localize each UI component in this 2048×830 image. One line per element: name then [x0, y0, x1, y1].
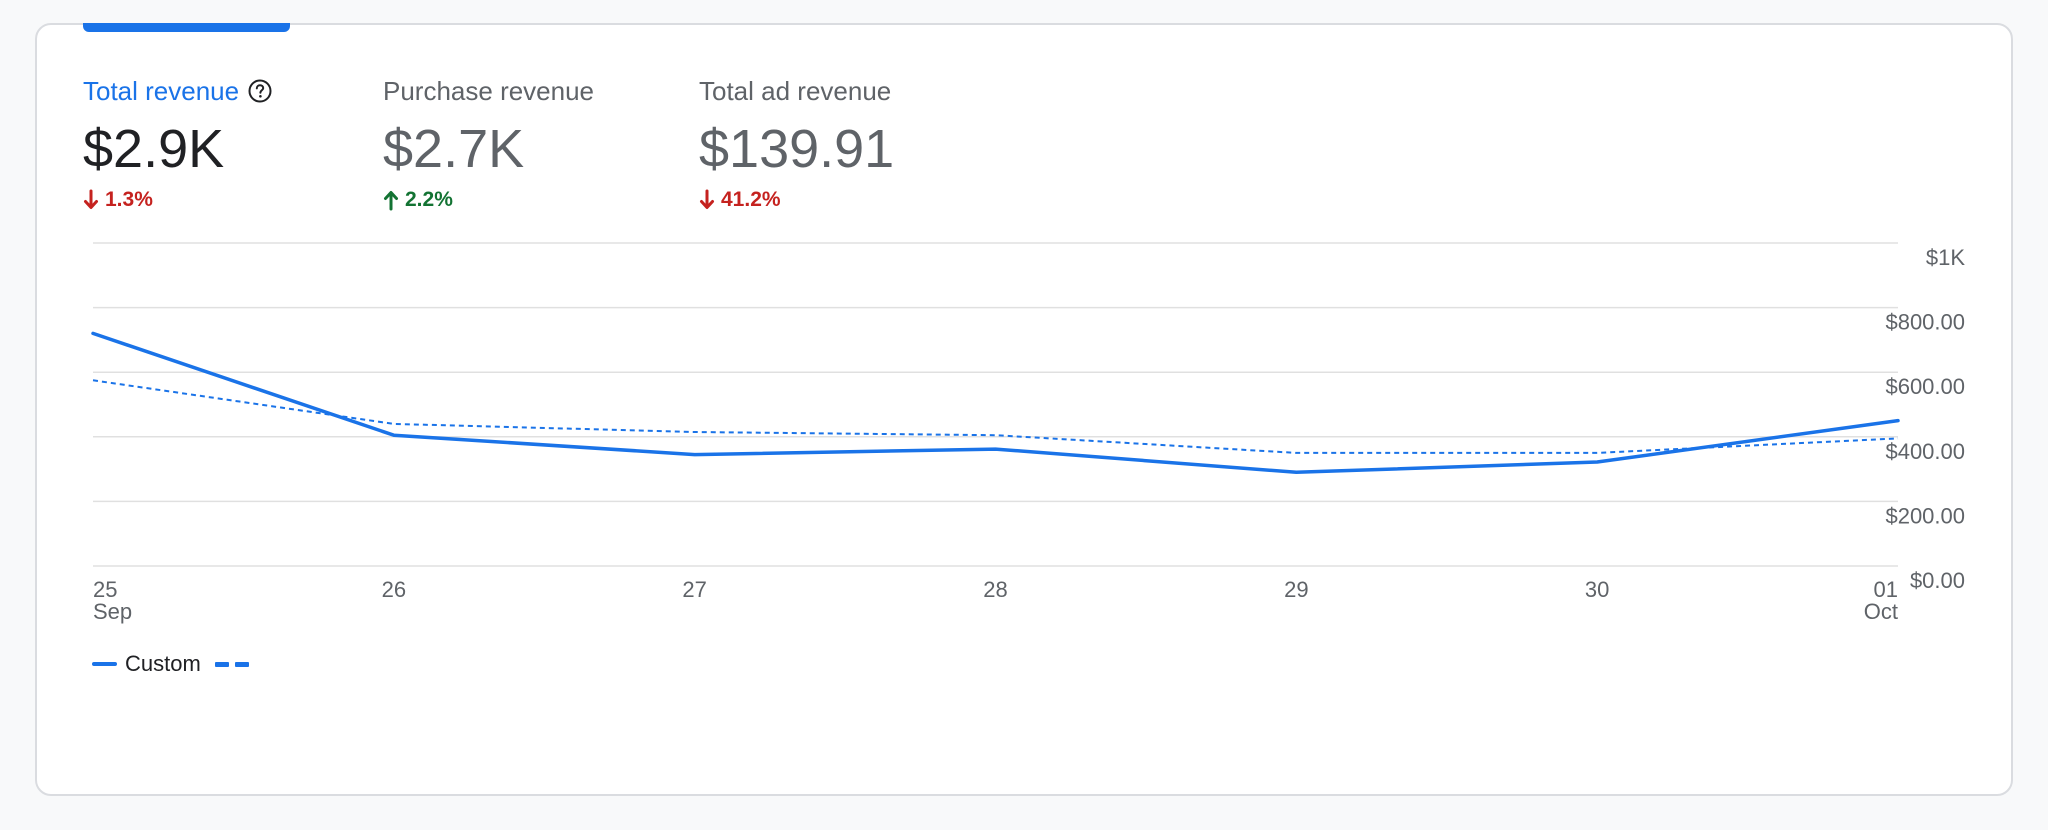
y-tick-label: $400.00 [1885, 439, 1965, 464]
chart-legend: Custom [92, 648, 249, 680]
metric-value: $2.9K [83, 119, 225, 179]
metric-value: $139.91 [699, 119, 895, 179]
arrow-down-icon [84, 189, 98, 209]
help-circle-icon[interactable] [247, 78, 273, 104]
series-layer [91, 331, 1900, 475]
y-tick-label: $200.00 [1885, 503, 1965, 528]
y-tick-label: $600.00 [1885, 374, 1965, 399]
metric-delta: 1.3% [83, 188, 273, 212]
x-tick-label: 28 [983, 577, 1007, 602]
arrow-up-icon [384, 191, 398, 211]
y-axis-labels: $0.00 $200.00 $400.00 $600.00 $800.00 $1K [1885, 245, 1965, 593]
legend-label: Custom [125, 651, 201, 676]
metric-label: Purchase revenue [383, 75, 595, 106]
x-tick-label: 29 [1284, 577, 1308, 602]
series-line-comparison [92, 379, 1899, 454]
y-tick-label: $800.00 [1885, 310, 1965, 335]
x-tick-label: 01 [1874, 577, 1898, 602]
metric-label-row: Total ad revenue [699, 74, 894, 108]
x-tick-label: 30 [1585, 577, 1609, 602]
metric-purchase-revenue[interactable]: Purchase revenue $2.7K 2.2% [383, 74, 594, 212]
x-tick-label: 27 [682, 577, 706, 602]
x-tick-label: 25 [93, 577, 117, 602]
arrow-down-icon [700, 189, 714, 209]
metric-delta-value: 1.3% [105, 188, 153, 211]
revenue-card [35, 23, 2013, 796]
legend-swatch-dashed [214, 661, 249, 667]
legend-swatch-solid [92, 662, 117, 666]
metric-label-row: Purchase revenue [383, 74, 594, 108]
metric-total-ad-revenue[interactable]: Total ad revenue $139.91 41.2% [699, 74, 894, 212]
x-tick-sublabel: Oct [1864, 599, 1898, 624]
y-tick-label: $0.00 [1910, 568, 1965, 593]
metric-delta: 41.2% [699, 188, 894, 212]
metric-delta-value: 41.2% [721, 188, 781, 211]
selected-tab-indicator [83, 23, 290, 32]
series-line-custom [91, 331, 1900, 475]
metric-label-row: Total revenue [83, 74, 273, 108]
metric-value: $2.7K [383, 119, 525, 179]
metric-delta-value: 2.2% [405, 188, 453, 211]
x-tick-label: 26 [382, 577, 406, 602]
metric-label: Total ad revenue [699, 75, 892, 106]
metric-total-revenue[interactable]: Total revenue $2.9K 1.3% [83, 74, 273, 212]
y-tick-label: $1K [1926, 245, 1965, 270]
x-tick-sublabel: Sep [93, 599, 132, 624]
metric-delta: 2.2% [383, 188, 594, 212]
metric-label: Total revenue [83, 75, 240, 106]
grid-layer [93, 242, 1898, 567]
